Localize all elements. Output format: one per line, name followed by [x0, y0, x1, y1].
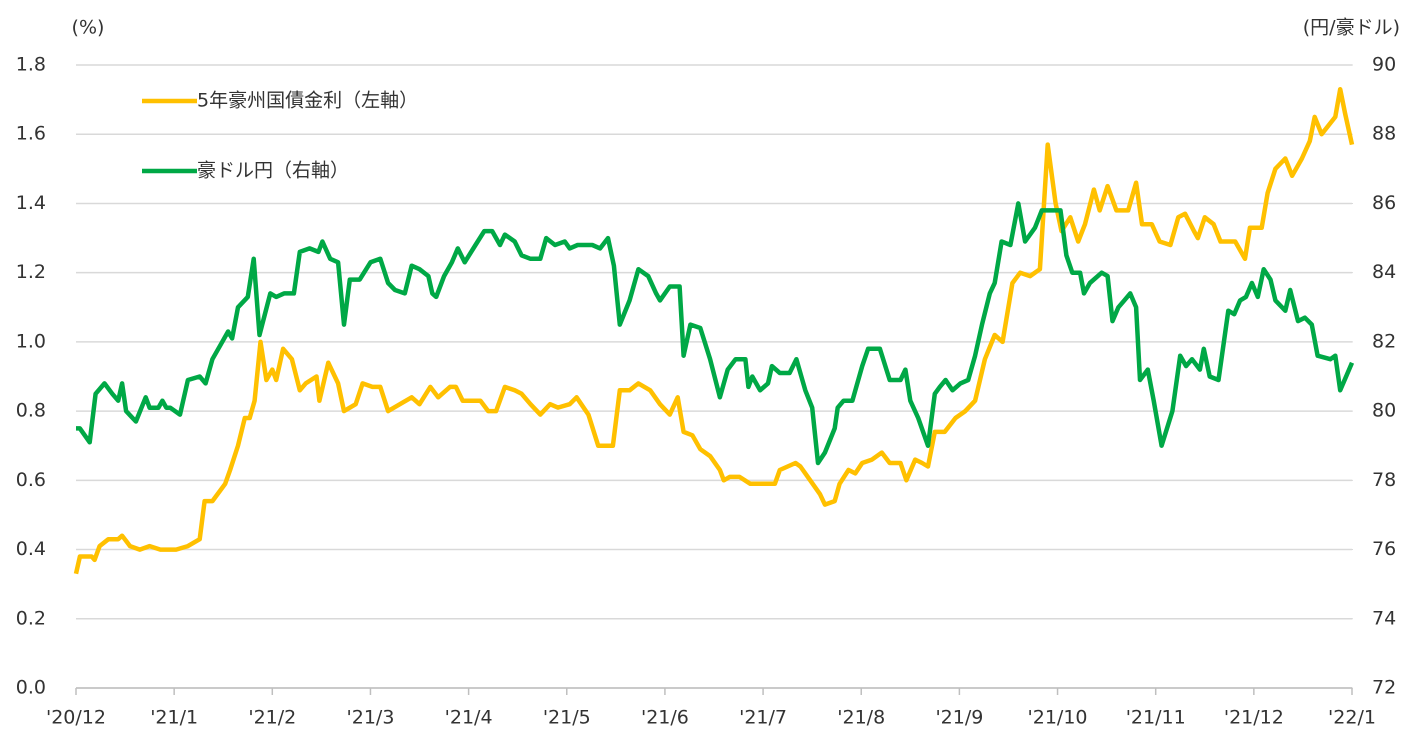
- x-tick-label: '22/1: [1328, 707, 1376, 729]
- y-tick-label: 0.0: [16, 677, 46, 699]
- y2-tick-label: 86: [1372, 192, 1396, 214]
- y2-tick-label: 84: [1372, 261, 1396, 283]
- x-tick-label: '21/9: [935, 707, 983, 729]
- x-tick-label: '21/4: [445, 707, 493, 729]
- y2-tick-label: 78: [1372, 469, 1396, 491]
- y2-tick-label: 80: [1372, 400, 1396, 422]
- y2-tick-label: 72: [1372, 677, 1396, 699]
- x-tick-label: '21/11: [1126, 707, 1186, 729]
- x-tick-label: '21/10: [1028, 707, 1088, 729]
- x-tick-label: '21/6: [641, 707, 689, 729]
- legend-label: 豪ドル円（右軸）: [197, 160, 349, 182]
- series-line: [76, 201, 1355, 466]
- x-tick-label: '21/3: [347, 707, 395, 729]
- legend-label: 5年豪州国債金利（左軸）: [197, 90, 418, 112]
- y2-tick-label: 88: [1372, 123, 1396, 145]
- series-line: [73, 86, 1355, 575]
- y-tick-label: 0.4: [16, 538, 46, 560]
- y-axis-label: (%): [72, 17, 105, 39]
- y-tick-label: 0.2: [16, 607, 46, 629]
- y-tick-label: 1.2: [16, 261, 46, 283]
- y-tick-label: 0.8: [16, 400, 46, 422]
- x-tick-label: '21/8: [837, 707, 885, 729]
- y2-tick-label: 74: [1372, 607, 1396, 629]
- y-tick-label: 1.4: [16, 192, 46, 214]
- x-tick-label: '21/2: [248, 707, 296, 729]
- x-tick-label: '21/5: [543, 707, 591, 729]
- y-tick-label: 0.6: [16, 469, 46, 491]
- y2-tick-label: 82: [1372, 330, 1396, 352]
- x-tick-label: '21/12: [1224, 707, 1284, 729]
- x-tick-label: '21/1: [150, 707, 198, 729]
- x-tick-label: '21/7: [739, 707, 787, 729]
- y2-axis-label: (円/豪ドル): [1303, 17, 1400, 39]
- y2-tick-label: 90: [1372, 54, 1396, 76]
- x-tick-label: '20/12: [46, 707, 106, 729]
- y2-tick-label: 76: [1372, 538, 1396, 560]
- y-tick-label: 1.0: [16, 330, 46, 352]
- y-tick-label: 1.6: [16, 123, 46, 145]
- y-tick-label: 1.8: [16, 54, 46, 76]
